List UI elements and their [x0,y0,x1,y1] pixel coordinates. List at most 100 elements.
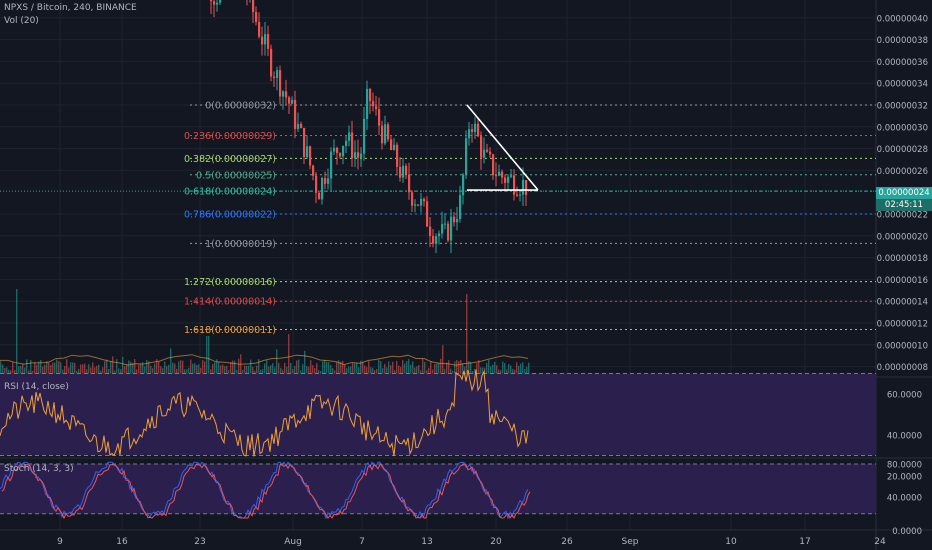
candle-body[interactable] [486,149,489,152]
candle-body[interactable] [213,1,216,5]
candle-body[interactable] [345,140,348,146]
candle-body[interactable] [252,0,255,13]
candle-body[interactable] [276,70,279,78]
candle-body[interactable] [522,180,525,195]
candle-body[interactable] [327,178,330,184]
candle-body[interactable] [279,70,282,97]
candle-body[interactable] [507,176,510,183]
candle-body[interactable] [378,109,381,126]
stochastic-pane[interactable] [0,461,876,520]
price-axes[interactable]: 0.00000040 0.00000038 0.00000036 0.00000034… [877,14,928,537]
candle-body[interactable] [453,216,456,223]
candle-body[interactable] [351,132,354,159]
candle-body[interactable] [285,91,288,98]
candle-body[interactable] [210,0,213,2]
candle-body[interactable] [384,124,387,144]
candle-body[interactable] [465,138,468,175]
stoch-d-line[interactable] [1,463,531,520]
candle-body[interactable] [363,118,366,154]
candle-body[interactable] [429,226,432,236]
candle-body[interactable] [417,204,420,206]
candle-body[interactable] [288,97,291,104]
candle-body[interactable] [432,235,435,244]
candle-body[interactable] [291,100,294,104]
candle-body[interactable] [357,152,360,158]
candle-body[interactable] [468,129,471,139]
candle-body[interactable] [495,175,498,177]
candle-body[interactable] [258,22,261,37]
candle-body[interactable] [396,144,399,167]
triangle-upper-trendline[interactable] [466,104,539,191]
candle-body[interactable] [405,165,408,175]
stoch-legend[interactable]: Stoch (14, 3, 3) [4,464,74,474]
rsi-legend[interactable]: RSI (14, close) [4,382,69,392]
candle-body[interactable] [498,171,501,176]
candle-body[interactable] [393,144,396,151]
candle-body[interactable] [435,236,438,244]
candle-body[interactable] [474,123,477,132]
candle-body[interactable] [321,177,324,200]
triangle-drawing[interactable] [466,104,539,191]
candle-body[interactable] [519,194,522,196]
candle-body[interactable] [366,88,369,119]
candle-body[interactable] [315,175,318,193]
candle-body[interactable] [216,2,219,5]
candle-body[interactable] [219,0,222,3]
candle-body[interactable] [390,139,393,151]
candle-body[interactable] [456,218,459,223]
candle-body[interactable] [408,174,411,193]
candle-body[interactable] [324,177,327,184]
candle-body[interactable] [459,195,462,219]
candle-body[interactable] [381,125,384,144]
candle-body[interactable] [471,129,474,132]
candle-body[interactable] [492,154,495,176]
candle-body[interactable] [447,223,450,241]
candle-body[interactable] [480,136,483,158]
candle-body[interactable] [504,177,507,183]
volume-legend[interactable]: Vol (20) [4,16,39,26]
candle-body[interactable] [420,198,423,206]
candle-body[interactable] [339,153,342,157]
candle-body[interactable] [477,123,480,137]
candle-body[interactable] [312,165,315,176]
candle-body[interactable] [372,101,375,107]
rsi-line[interactable] [0,369,529,457]
candle-body[interactable] [294,100,297,129]
candle-body[interactable] [489,151,492,155]
candle-body[interactable] [270,48,273,77]
candle-body[interactable] [513,175,516,195]
candle-body[interactable] [441,224,444,234]
candle-body[interactable] [501,171,504,178]
candle-body[interactable] [330,151,333,179]
candle-body[interactable] [414,204,417,206]
fibonacci-retracement[interactable]: 0(0.00000032) 0.236(0.00000029) 0.382(0.00… [0,101,876,337]
candle-body[interactable] [300,123,303,128]
symbol-title[interactable]: NPXS / Bitcoin, 240, BINANCE [4,3,137,13]
candle-body[interactable] [483,149,486,158]
candlestick-series[interactable] [189,0,528,254]
candle-body[interactable] [354,152,357,159]
candle-body[interactable] [402,165,405,178]
candle-body[interactable] [411,192,414,206]
candle-body[interactable] [369,88,372,102]
candle-body[interactable] [525,180,528,195]
candle-body[interactable] [264,34,267,45]
candle-body[interactable] [261,36,264,45]
candle-body[interactable] [282,91,285,97]
candle-body[interactable] [360,153,363,158]
candle-body[interactable] [438,233,441,237]
time-axis[interactable]: 9 16 23 Aug 7 13 20 26 Sep 10 17 24 [57,537,886,547]
candle-body[interactable] [462,174,465,196]
candle-body[interactable] [399,166,402,178]
candle-body[interactable] [423,198,426,202]
candle-body[interactable] [306,146,309,158]
candle-body[interactable] [375,106,378,110]
candle-body[interactable] [444,223,447,225]
rsi-pane[interactable] [0,369,876,457]
candle-body[interactable] [348,132,351,141]
candle-body[interactable] [297,123,300,129]
candle-body[interactable] [273,76,276,78]
candle-body[interactable] [309,146,312,166]
candle-body[interactable] [342,145,345,157]
